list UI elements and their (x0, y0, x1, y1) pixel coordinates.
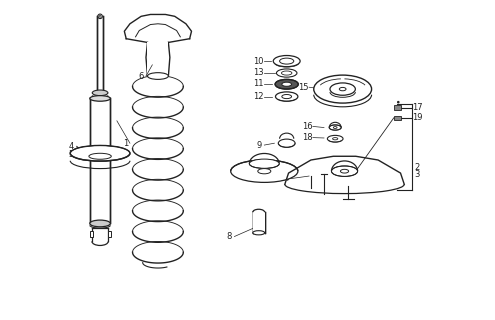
Bar (148, 43, 168, 76)
Ellipse shape (341, 169, 348, 173)
Ellipse shape (275, 79, 298, 89)
Ellipse shape (329, 125, 341, 130)
Ellipse shape (397, 101, 399, 103)
Ellipse shape (148, 73, 168, 79)
Bar (253, 212, 265, 233)
Text: 11: 11 (253, 79, 264, 88)
Ellipse shape (278, 139, 295, 147)
Ellipse shape (339, 87, 346, 91)
Text: 1: 1 (124, 139, 129, 148)
Bar (394, 105, 400, 110)
Ellipse shape (276, 69, 297, 77)
Bar (394, 116, 400, 120)
Ellipse shape (280, 58, 294, 64)
Bar (97, 16, 103, 93)
Ellipse shape (90, 220, 110, 227)
Ellipse shape (90, 96, 110, 101)
Bar (90, 99, 110, 223)
Ellipse shape (333, 138, 338, 140)
Text: 12: 12 (253, 92, 264, 101)
Text: 6: 6 (139, 72, 144, 81)
Bar (90, 231, 93, 237)
Ellipse shape (70, 146, 130, 161)
Ellipse shape (253, 231, 265, 235)
Ellipse shape (258, 169, 271, 174)
Text: 19: 19 (412, 113, 423, 122)
Text: 15: 15 (298, 83, 309, 92)
Ellipse shape (273, 55, 300, 67)
Bar (107, 231, 110, 237)
Text: 16: 16 (302, 122, 312, 131)
Ellipse shape (332, 166, 357, 176)
Text: 5: 5 (69, 150, 74, 159)
Text: 2: 2 (415, 163, 420, 172)
Text: 7: 7 (234, 169, 239, 178)
Text: 3: 3 (415, 171, 420, 180)
Text: 18: 18 (302, 133, 312, 142)
Ellipse shape (327, 135, 343, 142)
Text: 9: 9 (256, 140, 261, 149)
Text: 13: 13 (253, 68, 264, 77)
Text: 4: 4 (69, 142, 74, 151)
Ellipse shape (231, 160, 298, 182)
Ellipse shape (249, 159, 279, 168)
Ellipse shape (276, 92, 298, 101)
Ellipse shape (333, 127, 337, 128)
Text: 8: 8 (226, 232, 232, 241)
Ellipse shape (282, 71, 292, 75)
Text: 10: 10 (253, 57, 264, 66)
Ellipse shape (282, 94, 292, 99)
Ellipse shape (89, 153, 111, 159)
Ellipse shape (330, 83, 355, 95)
Text: 17: 17 (412, 103, 423, 112)
Ellipse shape (282, 82, 292, 86)
Ellipse shape (314, 75, 372, 103)
Ellipse shape (92, 90, 108, 96)
Text: 14: 14 (280, 174, 290, 183)
